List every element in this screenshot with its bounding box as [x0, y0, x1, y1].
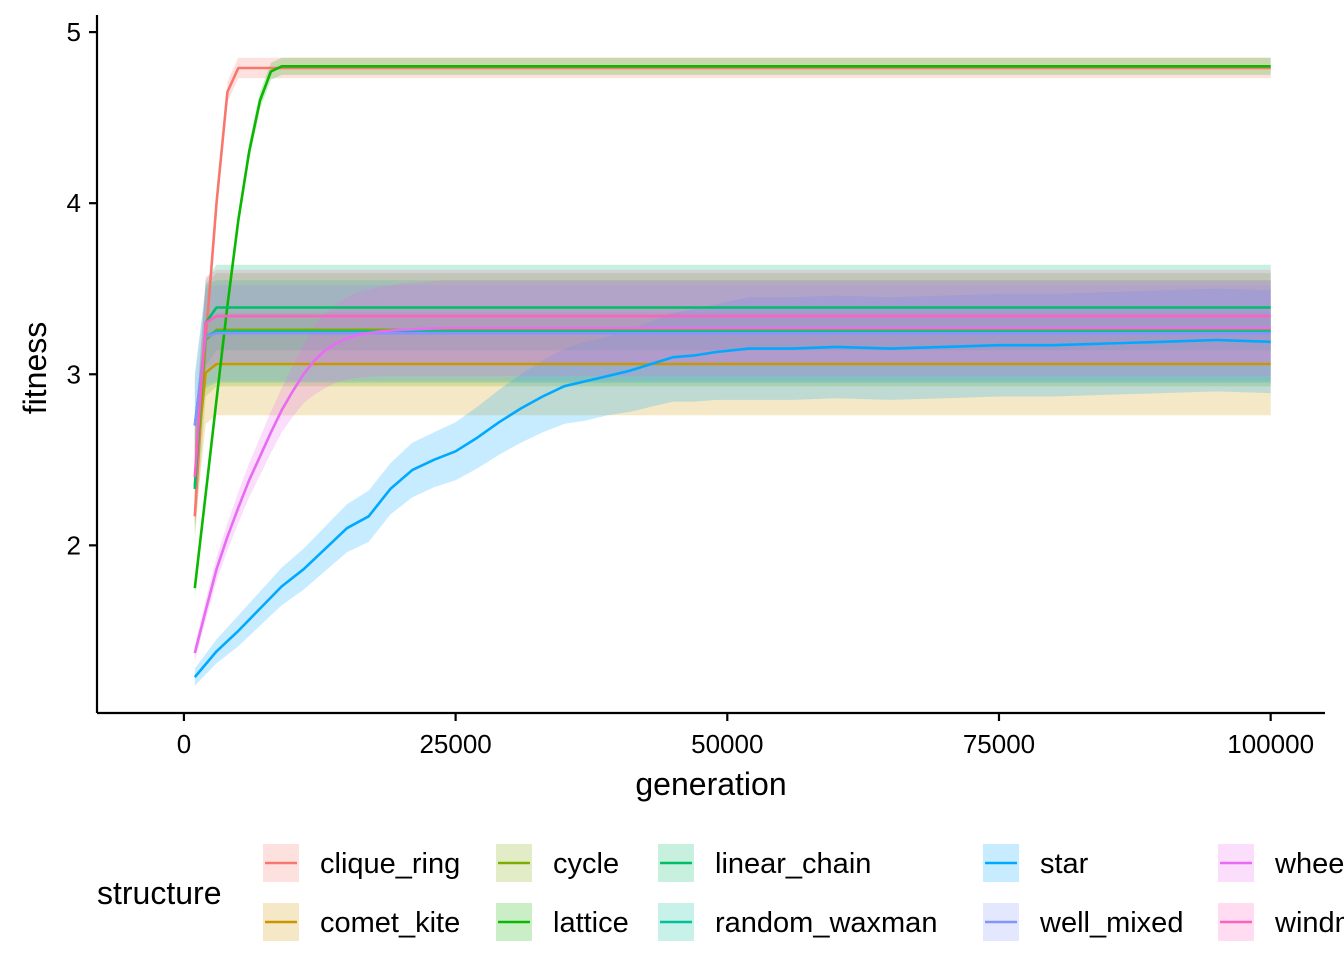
star-line	[193, 338, 1271, 678]
well-mixed-line	[193, 331, 1271, 426]
x-tick-label: 100000	[1227, 729, 1314, 759]
lattice-line	[193, 65, 1271, 589]
linear-chain-legend-label: linear_chain	[715, 848, 871, 880]
comet-kite-legend-label: comet_kite	[320, 907, 460, 939]
y-tick-label: 3	[67, 359, 81, 389]
y-tick-label: 4	[67, 188, 81, 218]
wheel-legend-label: wheel	[1274, 848, 1344, 880]
wheel-band	[194, 280, 1271, 662]
comet-kite-band	[194, 312, 1271, 529]
windmill-legend-label: windmill	[1274, 907, 1344, 939]
lattice-legend-label: lattice	[553, 907, 629, 939]
x-axis-title: generation	[635, 766, 786, 802]
x-tick-label: 0	[177, 729, 191, 759]
y-axis-title: fitness	[17, 322, 53, 414]
y-tick-label: 2	[67, 530, 81, 560]
x-tick-label: 25000	[419, 729, 491, 759]
series-lines	[193, 65, 1271, 678]
star-band	[194, 288, 1271, 686]
star-legend-label: star	[1040, 848, 1089, 880]
x-tick-label: 50000	[691, 729, 763, 759]
windmill-line	[193, 314, 1271, 477]
axes: 0 25000 50000 75000 100000 2 3 4 5	[67, 15, 1325, 759]
legend: structure clique_ring comet_kite cycle latt…	[97, 844, 1344, 941]
wheel-line	[193, 326, 1271, 654]
well-mixed-legend-label: well_mixed	[1039, 907, 1183, 939]
clique-ring-legend-label: clique_ring	[320, 848, 460, 880]
legend-title: structure	[97, 875, 221, 911]
y-tick-label: 5	[67, 17, 81, 47]
clique-ring-line	[193, 66, 1271, 517]
confidence-bands	[194, 57, 1271, 686]
x-tick-label: 75000	[963, 729, 1035, 759]
random-waxman-legend-label: random_waxman	[715, 907, 937, 939]
cycle-band	[194, 273, 1271, 542]
cycle-legend-label: cycle	[553, 848, 619, 880]
